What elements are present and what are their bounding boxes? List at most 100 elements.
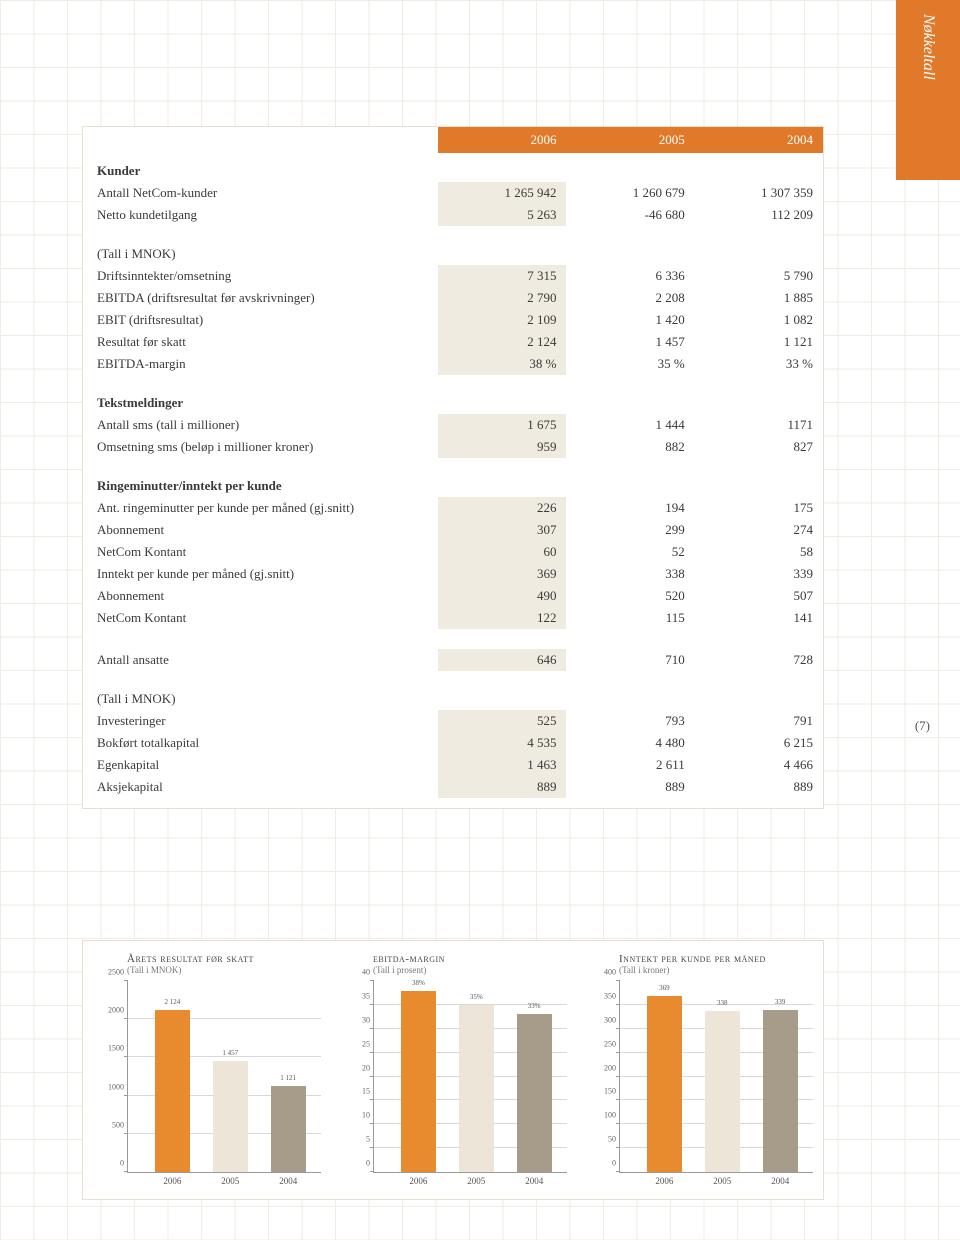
chart-bar: 38% [401, 991, 436, 1172]
cell-value: 38 % [438, 353, 566, 375]
cell-value: 2 124 [438, 331, 566, 353]
cell-value: 194 [566, 497, 694, 519]
bar-value-label: 369 [659, 984, 670, 992]
cell-value: 4 535 [438, 732, 566, 754]
cell-value: 60 [438, 541, 566, 563]
row-label: Resultat før skatt [83, 331, 438, 353]
chart-bar: 339 [763, 1010, 798, 1172]
y-axis-label: 0 [590, 1159, 616, 1168]
y-axis-label: 20 [344, 1063, 370, 1072]
section-title-row: (Tall i MNOK) [83, 681, 823, 710]
cell-value: 52 [566, 541, 694, 563]
gap-row [83, 458, 823, 468]
chart-bar: 338 [705, 1011, 740, 1172]
row-label: Bokført totalkapital [83, 732, 438, 754]
cell-value: 299 [566, 519, 694, 541]
chart-subtitle: (Tall i kroner) [619, 965, 813, 975]
row-label: Omsetning sms (beløp i millioner kroner) [83, 436, 438, 458]
cell-value: 889 [566, 776, 694, 798]
y-axis-label: 10 [344, 1111, 370, 1120]
bar-value-label: 1 121 [280, 1074, 296, 1082]
y-axis-label: 100 [590, 1111, 616, 1120]
chart-plot: 0501001502002503003504003692006338200533… [619, 981, 813, 1173]
x-axis-label: 2006 [655, 1176, 673, 1186]
x-axis-label: 2004 [525, 1176, 543, 1186]
bar-value-label: 339 [775, 998, 786, 1006]
cell-value: 338 [566, 563, 694, 585]
y-axis-label: 300 [590, 1015, 616, 1024]
cell-value: -46 680 [566, 204, 694, 226]
cell-value: 882 [566, 436, 694, 458]
cell-value: 728 [695, 649, 823, 671]
page-number: (7) [915, 718, 930, 734]
row-label: Investeringer [83, 710, 438, 732]
cell-value: 2 611 [566, 754, 694, 776]
cell-value: 889 [695, 776, 823, 798]
gap-row [83, 226, 823, 236]
table-row: Investeringer525793791 [83, 710, 823, 732]
y-axis-label: 500 [98, 1120, 124, 1129]
y-axis-label: 200 [590, 1063, 616, 1072]
cell-value: 112 209 [695, 204, 823, 226]
cell-value: 1 675 [438, 414, 566, 436]
cell-value: 5 263 [438, 204, 566, 226]
header-2004: 2004 [695, 127, 823, 153]
cell-value: 274 [695, 519, 823, 541]
table-row: Abonnement490520507 [83, 585, 823, 607]
x-axis-label: 2004 [771, 1176, 789, 1186]
cell-value: 827 [695, 436, 823, 458]
cell-value: 58 [695, 541, 823, 563]
cell-value: 791 [695, 710, 823, 732]
row-label: EBITDA-margin [83, 353, 438, 375]
cell-value: 122 [438, 607, 566, 629]
section-title: (Tall i MNOK) [83, 681, 823, 710]
financial-table-container: 2006 2005 2004 KunderAntall NetCom-kunde… [82, 126, 824, 809]
chart-bar: 369 [647, 996, 682, 1172]
row-label: Antall sms (tall i millioner) [83, 414, 438, 436]
cell-value: 33 % [695, 353, 823, 375]
y-axis-label: 0 [98, 1159, 124, 1168]
x-axis-label: 2005 [467, 1176, 485, 1186]
table-row: Netto kundetilgang5 263-46 680112 209 [83, 204, 823, 226]
cell-value: 6 215 [695, 732, 823, 754]
chart-bar: 33% [517, 1014, 552, 1172]
chart: Årets resultat før skatt(Tall i MNOK)050… [93, 953, 321, 1189]
row-label: EBITDA (driftsresultat før avskrivninger… [83, 287, 438, 309]
x-axis-label: 2006 [163, 1176, 181, 1186]
cell-value: 520 [566, 585, 694, 607]
table-row: Antall NetCom-kunder1 265 9421 260 6791 … [83, 182, 823, 204]
chart-subtitle: (Tall i prosent) [373, 965, 567, 975]
y-axis-label: 25 [344, 1039, 370, 1048]
cell-value: 115 [566, 607, 694, 629]
y-axis-label: 250 [590, 1039, 616, 1048]
table-row: Bokført totalkapital4 5354 4806 215 [83, 732, 823, 754]
bar-value-label: 2 124 [165, 998, 181, 1006]
cell-value: 2 790 [438, 287, 566, 309]
cell-value: 1 307 359 [695, 182, 823, 204]
cell-value: 959 [438, 436, 566, 458]
y-axis-label: 150 [590, 1087, 616, 1096]
y-axis-label: 400 [590, 968, 616, 977]
cell-value: 1171 [695, 414, 823, 436]
cell-value: 4 466 [695, 754, 823, 776]
gap-row [83, 798, 823, 808]
cell-value: 1 457 [566, 331, 694, 353]
table-row: Antall ansatte646710728 [83, 649, 823, 671]
y-axis-label: 350 [590, 991, 616, 1000]
y-axis-label: 2500 [98, 968, 124, 977]
chart: ebitda-margin(Tall i prosent)05101520253… [339, 953, 567, 1189]
cell-value: 1 420 [566, 309, 694, 331]
chart-title: Årets resultat før skatt [127, 953, 321, 965]
cell-value: 1 463 [438, 754, 566, 776]
section-title: Ringeminutter/inntekt per kunde [83, 468, 823, 497]
row-label: Aksjekapital [83, 776, 438, 798]
section-title-row: Kunder [83, 153, 823, 182]
chart-bar: 1 457 [213, 1061, 248, 1172]
row-label: NetCom Kontant [83, 541, 438, 563]
row-label: Inntekt per kunde per måned (gj.snitt) [83, 563, 438, 585]
cell-value: 1 260 679 [566, 182, 694, 204]
cell-value: 35 % [566, 353, 694, 375]
cell-value: 307 [438, 519, 566, 541]
chart-title: Inntekt per kunde per måned [619, 953, 813, 965]
section-title-row: Ringeminutter/inntekt per kunde [83, 468, 823, 497]
